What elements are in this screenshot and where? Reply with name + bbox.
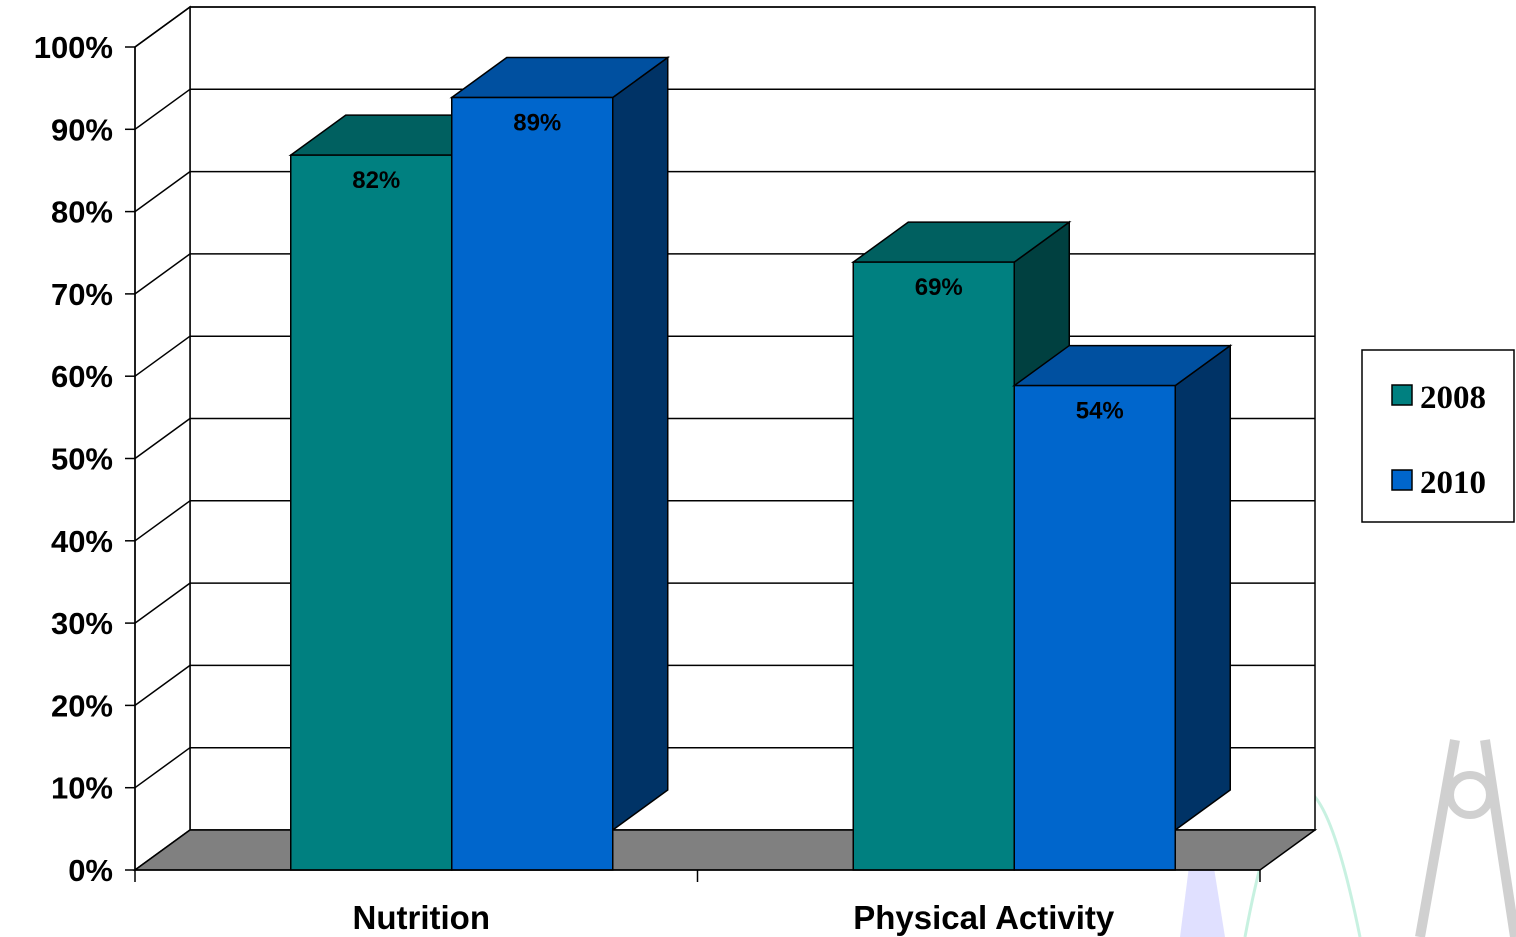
gridline-side bbox=[134, 6, 191, 48]
y-tick-label: 80% bbox=[51, 195, 113, 230]
y-tick-label: 70% bbox=[51, 277, 113, 312]
bar-2010-physical-activity: 54% bbox=[1011, 344, 1233, 871]
bar-front-face bbox=[852, 261, 1015, 871]
y-tick-label: 90% bbox=[51, 112, 113, 147]
y-tick-label: 60% bbox=[51, 359, 113, 394]
y-tick-label: 40% bbox=[51, 524, 113, 559]
y-axis: 0% 10% 20% 30% 40% 50% 60% 70% 80% 90% 100% bbox=[34, 30, 136, 888]
legend-box bbox=[1361, 349, 1515, 523]
x-category-label: Nutrition bbox=[353, 899, 490, 936]
data-label: 54% bbox=[1076, 398, 1124, 425]
y-tick-label: 0% bbox=[68, 853, 113, 888]
y-tick-label: 100% bbox=[34, 30, 113, 65]
gridline-side bbox=[134, 664, 191, 707]
y-tick-label: 10% bbox=[51, 771, 113, 806]
gridline-side bbox=[134, 747, 191, 789]
y-tick-label: 20% bbox=[51, 688, 113, 723]
legend-swatch bbox=[1391, 469, 1413, 491]
watermark-compass bbox=[1415, 739, 1516, 937]
data-label: 69% bbox=[915, 274, 963, 301]
gridline-side bbox=[134, 335, 191, 377]
bar-side-face bbox=[612, 56, 669, 832]
bar-front-face bbox=[451, 96, 614, 871]
legend-label: 2010 bbox=[1420, 465, 1486, 501]
bar-front-face bbox=[290, 154, 453, 871]
watermark-compass-head bbox=[1446, 771, 1494, 819]
gridline-side bbox=[134, 170, 191, 213]
y-tick-label: 50% bbox=[51, 442, 113, 477]
legend-label: 2008 bbox=[1420, 380, 1486, 416]
y-tick-label: 30% bbox=[51, 606, 113, 641]
data-label: 82% bbox=[352, 167, 400, 194]
gridline-side bbox=[134, 582, 191, 624]
legend-swatch bbox=[1391, 384, 1413, 406]
x-axis: Nutrition Physical Activity bbox=[134, 869, 1261, 936]
gridline-side bbox=[134, 88, 191, 130]
legend: 2008 2010 bbox=[1361, 349, 1515, 523]
bar-front-face bbox=[1013, 384, 1176, 871]
gridline-side bbox=[134, 500, 191, 542]
bars: 82% 89% 69% 54% bbox=[288, 56, 1233, 871]
gridline-side bbox=[134, 253, 191, 295]
x-category-label: Physical Activity bbox=[853, 899, 1115, 936]
gridline-side bbox=[134, 417, 191, 460]
data-label: 89% bbox=[513, 110, 561, 137]
bar-2010-nutrition: 89% bbox=[449, 56, 671, 871]
bar-side-face bbox=[1174, 344, 1231, 832]
